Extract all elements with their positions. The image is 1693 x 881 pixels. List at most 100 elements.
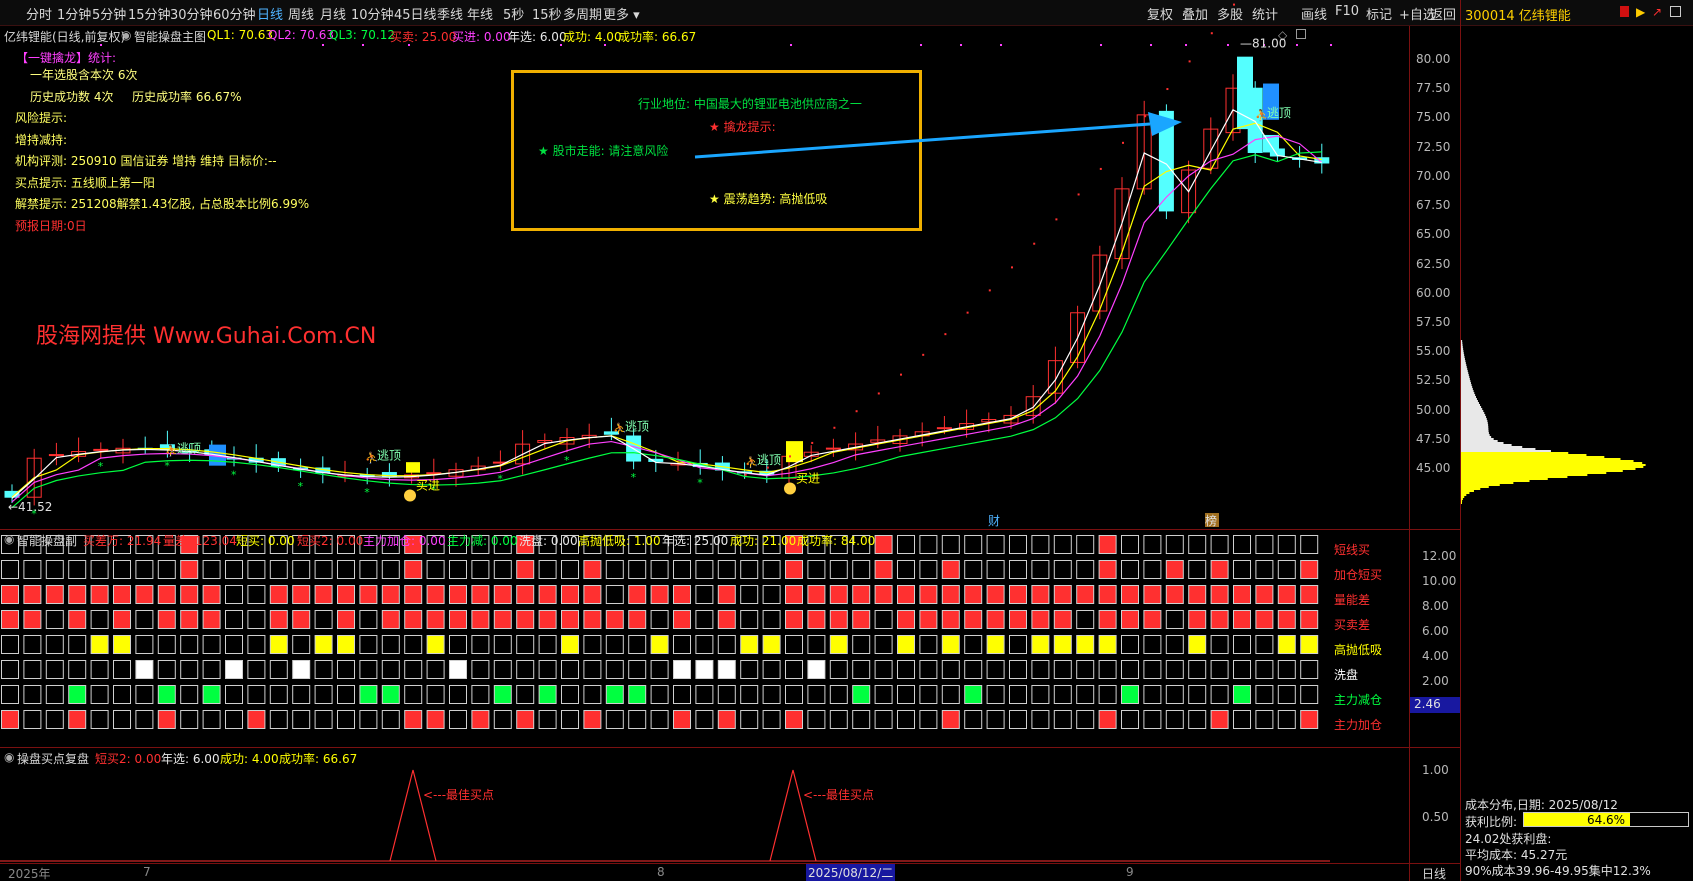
toolbar-button-4[interactable]: 画线 bbox=[1301, 8, 1328, 23]
signal-box bbox=[762, 635, 781, 654]
collapse-icon[interactable]: ◉ bbox=[121, 28, 132, 42]
signal-box bbox=[673, 685, 691, 704]
period-2[interactable]: 5分钟 bbox=[92, 8, 127, 23]
toolbar-button-3[interactable]: 统计 bbox=[1252, 8, 1279, 23]
candle-body[interactable] bbox=[603, 431, 619, 435]
arrow-right-icon[interactable]: ▶ bbox=[1636, 5, 1646, 19]
candle-body[interactable] bbox=[936, 427, 952, 430]
period-9[interactable]: 10分钟 bbox=[351, 8, 394, 23]
sub2-collapse-icon[interactable]: ◉ bbox=[4, 750, 15, 764]
money-bag-icon bbox=[404, 489, 416, 502]
candle-body[interactable] bbox=[1203, 128, 1219, 169]
candle-body[interactable] bbox=[93, 448, 109, 451]
period-4[interactable]: 30分钟 bbox=[170, 8, 213, 23]
sub1-name[interactable]: 智能操盘副 bbox=[17, 534, 78, 548]
flag-icon[interactable] bbox=[1620, 6, 1629, 17]
candle-body-top[interactable] bbox=[1237, 56, 1253, 130]
candle-body[interactable] bbox=[1025, 396, 1041, 416]
period-3[interactable]: 15分钟 bbox=[128, 8, 171, 23]
toolbar-button-0[interactable]: 复权 bbox=[1147, 8, 1174, 23]
toolbar-button-6[interactable]: 标记 bbox=[1366, 8, 1393, 23]
period-15[interactable]: 多周期 bbox=[563, 8, 603, 23]
candle-body-yellow[interactable] bbox=[406, 462, 420, 473]
candle-body[interactable] bbox=[825, 447, 841, 450]
period-6[interactable]: 日线 bbox=[257, 8, 284, 23]
candle-body-yellow[interactable] bbox=[786, 441, 803, 463]
candle-body[interactable] bbox=[48, 454, 64, 457]
price-tick: 52.50 bbox=[1416, 373, 1451, 388]
sub1-e: 主力加仓: 0.00 bbox=[363, 534, 446, 548]
signal-box bbox=[1165, 585, 1184, 604]
signal-grid bbox=[1, 535, 1319, 729]
sub-divider bbox=[0, 747, 1460, 748]
candle-body[interactable] bbox=[426, 472, 442, 475]
signal-box bbox=[762, 535, 781, 554]
candle-body[interactable] bbox=[537, 440, 553, 443]
period-1[interactable]: 1分钟 bbox=[57, 8, 92, 23]
candle-body[interactable] bbox=[892, 435, 908, 444]
candle-body[interactable] bbox=[26, 457, 42, 498]
sub1-row-label: 加仓短买 bbox=[1334, 568, 1383, 582]
signal-box bbox=[964, 710, 983, 729]
signal-box bbox=[359, 560, 378, 579]
cost-bar bbox=[1461, 342, 1463, 344]
signal-box bbox=[1076, 585, 1095, 604]
period-12[interactable]: 年线 bbox=[467, 8, 494, 23]
toolbar-button-7[interactable]: +自选 bbox=[1399, 8, 1436, 23]
candle-body[interactable] bbox=[1314, 157, 1330, 164]
period-0[interactable]: 分时 bbox=[26, 8, 53, 23]
toolbar-button-8[interactable]: 返回 bbox=[1430, 8, 1457, 23]
candle-body[interactable] bbox=[1003, 414, 1019, 424]
period-5[interactable]: 60分钟 bbox=[213, 8, 256, 23]
signal-box bbox=[471, 710, 490, 729]
signal-box bbox=[1, 710, 19, 729]
maximize-icon[interactable] bbox=[1670, 6, 1681, 17]
candle-body-top[interactable] bbox=[1263, 83, 1279, 120]
candle-body[interactable] bbox=[1070, 312, 1086, 363]
period-8[interactable]: 月线 bbox=[320, 8, 347, 23]
signal-box bbox=[762, 610, 781, 629]
candle-body[interactable] bbox=[515, 443, 531, 465]
signal-box bbox=[202, 660, 221, 679]
period-16[interactable]: 更多 ▾ bbox=[603, 8, 640, 23]
candle-body[interactable] bbox=[1181, 169, 1197, 214]
ticker-icon[interactable]: ↗ bbox=[1652, 5, 1663, 19]
signal-box bbox=[202, 585, 221, 604]
candle-body[interactable] bbox=[981, 419, 997, 423]
window-icon[interactable] bbox=[1296, 29, 1306, 39]
time-period[interactable]: 日线 bbox=[1422, 867, 1447, 881]
signal-box bbox=[493, 635, 512, 654]
sub2-name[interactable]: 操盘买点复盘 bbox=[17, 752, 90, 766]
signal-box bbox=[1210, 585, 1229, 604]
signal-box bbox=[650, 710, 669, 729]
toolbar-button-2[interactable]: 多股 bbox=[1217, 8, 1244, 23]
candle-body[interactable] bbox=[648, 458, 664, 462]
candle-body[interactable] bbox=[870, 439, 886, 443]
period-7[interactable]: 周线 bbox=[288, 8, 315, 23]
green-star: * bbox=[164, 460, 170, 473]
candle-body[interactable] bbox=[492, 461, 508, 464]
price-chart-svg[interactable]: ** *** * **** *⛹逃顶⛹逃顶⛹逃顶⛹逃顶⛹逃顶买进买进—81.00←41.… bbox=[0, 0, 1460, 881]
candle-body[interactable] bbox=[1092, 254, 1108, 312]
cost-bar bbox=[1461, 466, 1644, 468]
candle-body[interactable] bbox=[1114, 188, 1130, 260]
period-10[interactable]: 45日线 bbox=[394, 8, 437, 23]
signal-box bbox=[583, 535, 602, 554]
candle-body[interactable] bbox=[1136, 114, 1152, 190]
period-13[interactable]: 5秒 bbox=[503, 8, 525, 23]
toolbar-button-1[interactable]: 叠加 bbox=[1182, 8, 1209, 23]
period-14[interactable]: 15秒 bbox=[532, 8, 562, 23]
signal-box bbox=[381, 535, 400, 554]
candle-body[interactable] bbox=[1047, 360, 1063, 394]
period-11[interactable]: 季线 bbox=[437, 8, 464, 23]
buy-in-label: 买进 bbox=[416, 479, 440, 493]
sub1-collapse-icon[interactable]: ◉ bbox=[4, 532, 15, 546]
toolbar-button-5[interactable]: F10 bbox=[1335, 4, 1360, 19]
diamond-icon[interactable]: ◇ bbox=[1278, 28, 1288, 42]
signal-box bbox=[986, 685, 1005, 704]
profit-bar-fill bbox=[1524, 813, 1630, 826]
signal-box bbox=[538, 610, 557, 629]
indicator-name[interactable]: 智能操盘主图 bbox=[134, 30, 207, 44]
candle-body[interactable] bbox=[159, 444, 175, 450]
signal-box bbox=[1300, 560, 1319, 579]
